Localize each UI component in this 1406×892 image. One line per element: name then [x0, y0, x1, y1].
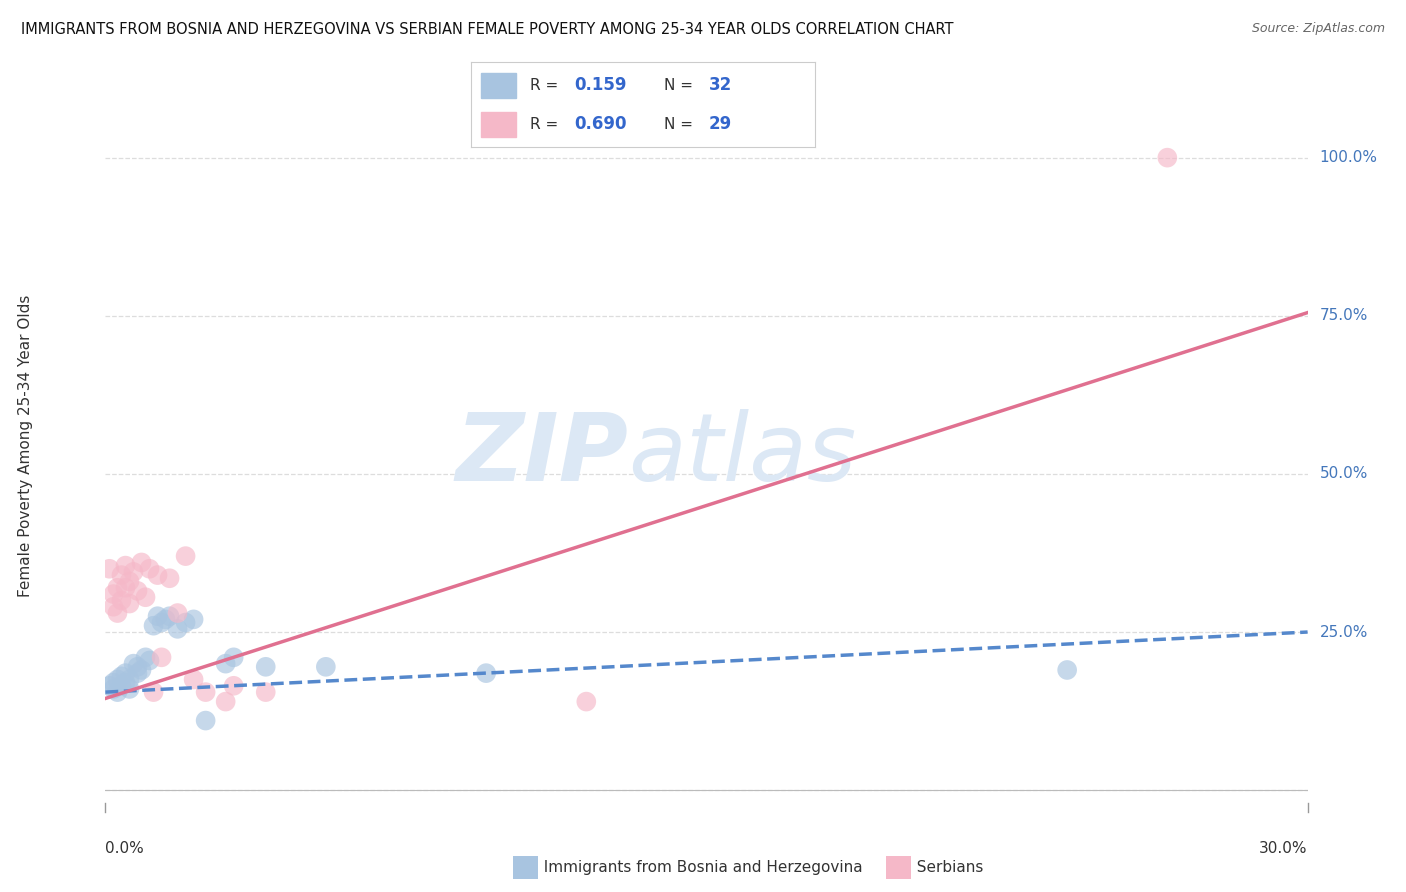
Point [222, 650, 245, 665]
Point [254, 660, 277, 674]
Point [114, 581, 136, 595]
Text: Source: ZipAtlas.com: Source: ZipAtlas.com [1251, 22, 1385, 36]
Text: 25.0%: 25.0% [1320, 624, 1368, 640]
Point [138, 653, 160, 667]
Point [155, 612, 177, 626]
Point [127, 660, 149, 674]
Point [103, 675, 125, 690]
Text: 100.0%: 100.0% [1320, 150, 1378, 165]
Point [222, 679, 245, 693]
Point [103, 681, 125, 696]
Point [118, 681, 141, 696]
Text: ZIP: ZIP [456, 409, 628, 501]
Point [118, 574, 141, 589]
Point [575, 695, 598, 709]
Point [98, 562, 121, 576]
Point [114, 675, 136, 690]
Point [166, 606, 188, 620]
Point [107, 673, 129, 687]
Text: IMMIGRANTS FROM BOSNIA AND HERZEGOVINA VS SERBIAN FEMALE POVERTY AMONG 25-34 YEA: IMMIGRANTS FROM BOSNIA AND HERZEGOVINA V… [21, 22, 953, 37]
Point [131, 556, 153, 570]
Text: atlas: atlas [628, 409, 856, 500]
Point [1156, 151, 1178, 165]
Point [150, 650, 173, 665]
Point [475, 666, 498, 681]
Point [254, 685, 277, 699]
Point [127, 666, 149, 681]
Point [1056, 663, 1078, 677]
Point [183, 612, 205, 626]
Point [159, 609, 181, 624]
Point [159, 571, 181, 585]
Text: 75.0%: 75.0% [1320, 309, 1368, 323]
Point [142, 685, 165, 699]
Text: 30.0%: 30.0% [1260, 841, 1308, 855]
Point [114, 666, 136, 681]
Text: N =: N = [664, 117, 697, 132]
Point [150, 615, 173, 630]
Point [174, 615, 197, 630]
Point [315, 660, 337, 674]
Point [131, 663, 153, 677]
Text: Female Poverty Among 25-34 Year Olds: Female Poverty Among 25-34 Year Olds [18, 295, 32, 597]
Text: 0.159: 0.159 [575, 77, 627, 95]
Point [107, 581, 129, 595]
Text: 32: 32 [709, 77, 733, 95]
Text: 50.0%: 50.0% [1320, 467, 1368, 482]
Point [107, 606, 129, 620]
Point [103, 599, 125, 614]
Text: R =: R = [530, 117, 562, 132]
Point [110, 593, 132, 607]
Point [138, 562, 160, 576]
Text: R =: R = [530, 78, 562, 93]
Point [214, 695, 236, 709]
Point [98, 679, 121, 693]
Point [122, 565, 145, 579]
Point [174, 549, 197, 563]
Text: N =: N = [664, 78, 697, 93]
Point [118, 597, 141, 611]
Point [103, 587, 125, 601]
Point [122, 657, 145, 671]
Point [194, 685, 217, 699]
Point [142, 618, 165, 632]
Point [127, 583, 149, 598]
Text: 0.0%: 0.0% [105, 841, 145, 855]
Text: 29: 29 [709, 115, 733, 133]
Point [146, 568, 169, 582]
Point [110, 568, 132, 582]
Bar [481, 112, 516, 137]
Text: Immigrants from Bosnia and Herzegovina: Immigrants from Bosnia and Herzegovina [534, 860, 863, 874]
Text: 0.690: 0.690 [575, 115, 627, 133]
Point [110, 669, 132, 683]
Point [194, 714, 217, 728]
Point [118, 673, 141, 687]
Point [135, 591, 157, 605]
Point [146, 609, 169, 624]
Bar [481, 72, 516, 98]
Point [114, 558, 136, 573]
Point [110, 679, 132, 693]
Point [135, 650, 157, 665]
Text: Serbians: Serbians [907, 860, 983, 874]
Point [166, 622, 188, 636]
Point [107, 685, 129, 699]
Point [183, 673, 205, 687]
Point [214, 657, 236, 671]
